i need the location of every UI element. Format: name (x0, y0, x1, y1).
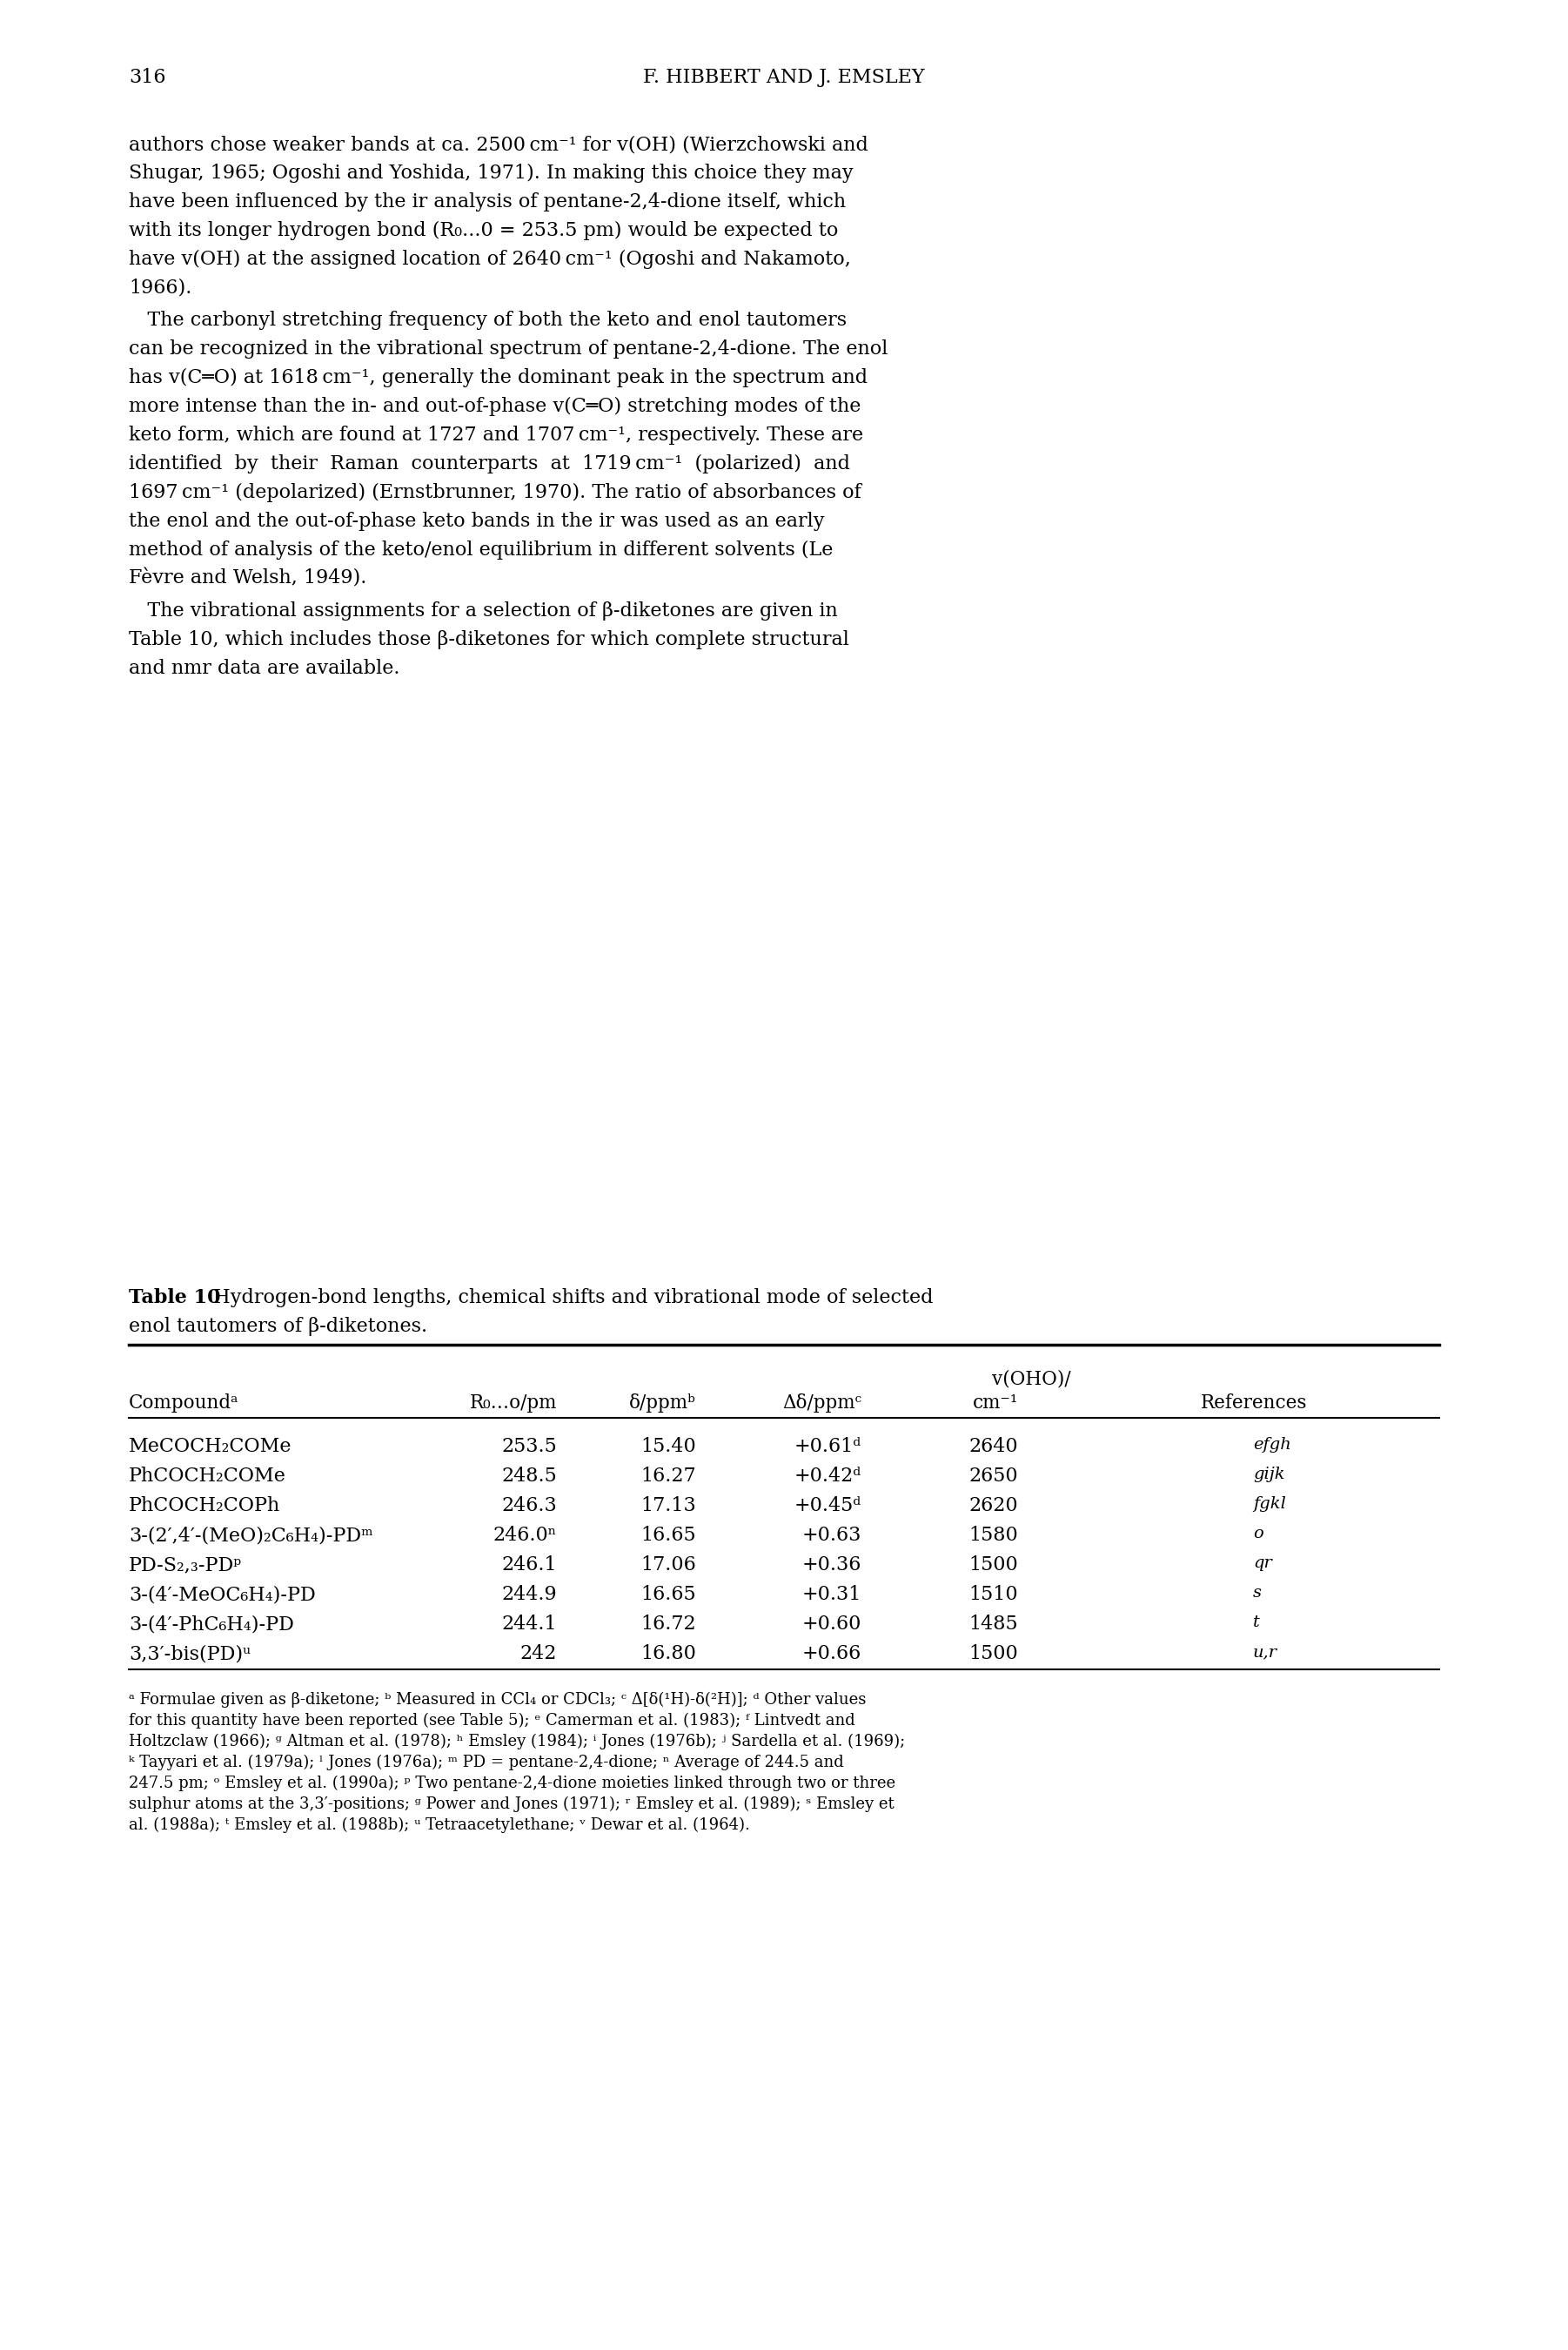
Text: +0.31: +0.31 (801, 1584, 861, 1605)
Text: δ/ppmᵇ: δ/ppmᵇ (629, 1394, 696, 1412)
Text: References: References (1201, 1394, 1308, 1412)
Text: Shugar, 1965; Ogoshi and Yoshida, 1971). In making this choice they may: Shugar, 1965; Ogoshi and Yoshida, 1971).… (129, 165, 853, 183)
Text: The carbonyl stretching frequency of both the keto and enol tautomers: The carbonyl stretching frequency of bot… (129, 310, 847, 329)
Text: al. (1988a); ᵗ Emsley et al. (1988b); ᵘ Tetraacetylethane; ᵛ Dewar et al. (1964): al. (1988a); ᵗ Emsley et al. (1988b); ᵘ … (129, 1817, 750, 1833)
Text: 244.1: 244.1 (502, 1614, 557, 1633)
Text: qr: qr (1253, 1556, 1272, 1572)
Text: 1697 cm⁻¹ (depolarized) (Ernstbrunner, 1970). The ratio of absorbances of: 1697 cm⁻¹ (depolarized) (Ernstbrunner, 1… (129, 484, 861, 503)
Text: t: t (1253, 1614, 1259, 1631)
Text: can be recognized in the vibrational spectrum of pentane-2,4-dione. The enol: can be recognized in the vibrational spe… (129, 338, 887, 360)
Text: R₀…o/pm: R₀…o/pm (469, 1394, 557, 1412)
Text: 1485: 1485 (969, 1614, 1018, 1633)
Text: 3-(4′-PhC₆H₄)-PD: 3-(4′-PhC₆H₄)-PD (129, 1614, 295, 1633)
Text: 16.80: 16.80 (641, 1645, 696, 1664)
Text: The vibrational assignments for a selection of β-diketones are given in: The vibrational assignments for a select… (129, 602, 837, 620)
Text: PhCOCH₂COPh: PhCOCH₂COPh (129, 1497, 281, 1516)
Text: Holtzclaw (1966); ᵍ Altman et al. (1978); ʰ Emsley (1984); ⁱ Jones (1976b); ʲ Sa: Holtzclaw (1966); ᵍ Altman et al. (1978)… (129, 1734, 905, 1751)
Text: with its longer hydrogen bond (R₀...0 = 253.5 pm) would be expected to: with its longer hydrogen bond (R₀...0 = … (129, 221, 839, 240)
Text: more intense than the in- and out-of-phase v(C═O) stretching modes of the: more intense than the in- and out-of-pha… (129, 397, 861, 416)
Text: 246.1: 246.1 (502, 1556, 557, 1574)
Text: v(OHO)/: v(OHO)/ (993, 1370, 1071, 1389)
Text: 17.06: 17.06 (641, 1556, 696, 1574)
Text: o: o (1253, 1525, 1264, 1542)
Text: Δδ/ppmᶜ: Δδ/ppmᶜ (782, 1394, 861, 1412)
Text: 253.5: 253.5 (502, 1436, 557, 1457)
Text: PhCOCH₂COMe: PhCOCH₂COMe (129, 1466, 287, 1485)
Text: ᵃ Formulae given as β-diketone; ᵇ Measured in CCl₄ or CDCl₃; ᶜ Δ[δ(¹H)-δ(²H)]; ᵈ: ᵃ Formulae given as β-diketone; ᵇ Measur… (129, 1692, 866, 1708)
Text: +0.66: +0.66 (803, 1645, 861, 1664)
Text: Fèvre and Welsh, 1949).: Fèvre and Welsh, 1949). (129, 569, 367, 588)
Text: 1500: 1500 (969, 1645, 1018, 1664)
Text: sulphur atoms at the 3,3′-positions; ᵍ Power and Jones (1971); ʳ Emsley et al. (: sulphur atoms at the 3,3′-positions; ᵍ P… (129, 1795, 894, 1812)
Text: Table 10, which includes those β-diketones for which complete structural: Table 10, which includes those β-diketon… (129, 630, 850, 649)
Text: 16.27: 16.27 (641, 1466, 696, 1485)
Text: has v(C═O) at 1618 cm⁻¹, generally the dominant peak in the spectrum and: has v(C═O) at 1618 cm⁻¹, generally the d… (129, 369, 867, 388)
Text: 16.65: 16.65 (641, 1584, 696, 1605)
Text: Table 10: Table 10 (129, 1288, 221, 1307)
Text: 248.5: 248.5 (502, 1466, 557, 1485)
Text: ᵏ Tayyari et al. (1979a); ˡ Jones (1976a); ᵐ PD = pentane-2,4-dione; ⁿ Average o: ᵏ Tayyari et al. (1979a); ˡ Jones (1976a… (129, 1755, 844, 1770)
Text: and nmr data are available.: and nmr data are available. (129, 658, 400, 679)
Text: F. HIBBERT AND J. EMSLEY: F. HIBBERT AND J. EMSLEY (643, 68, 925, 87)
Text: +0.42ᵈ: +0.42ᵈ (795, 1466, 861, 1485)
Text: 1966).: 1966). (129, 280, 191, 298)
Text: 1580: 1580 (969, 1525, 1018, 1544)
Text: 247.5 pm; ᵒ Emsley et al. (1990a); ᵖ Two pentane-2,4-dione moieties linked throu: 247.5 pm; ᵒ Emsley et al. (1990a); ᵖ Two… (129, 1777, 895, 1791)
Text: Hydrogen-bond lengths, chemical shifts and vibrational mode of selected: Hydrogen-bond lengths, chemical shifts a… (201, 1288, 933, 1307)
Text: 2640: 2640 (969, 1436, 1018, 1457)
Text: the enol and the out-of-phase keto bands in the ir was used as an early: the enol and the out-of-phase keto bands… (129, 512, 825, 531)
Text: 3,3′-bis(PD)ᵘ: 3,3′-bis(PD)ᵘ (129, 1645, 251, 1664)
Text: 16.72: 16.72 (641, 1614, 696, 1633)
Text: +0.61ᵈ: +0.61ᵈ (795, 1436, 861, 1457)
Text: authors chose weaker bands at ca. 2500 cm⁻¹ for v(OH) (Wierzchowski and: authors chose weaker bands at ca. 2500 c… (129, 134, 869, 155)
Text: fgkl: fgkl (1253, 1497, 1286, 1511)
Text: 246.3: 246.3 (502, 1497, 557, 1516)
Text: 3-(2′,4′-(MeO)₂C₆H₄)-PDᵐ: 3-(2′,4′-(MeO)₂C₆H₄)-PDᵐ (129, 1525, 373, 1544)
Text: 242: 242 (521, 1645, 557, 1664)
Text: 1500: 1500 (969, 1556, 1018, 1574)
Text: 3-(4′-MeOC₆H₄)-PD: 3-(4′-MeOC₆H₄)-PD (129, 1584, 315, 1605)
Text: have v(OH) at the assigned location of 2640 cm⁻¹ (Ogoshi and Nakamoto,: have v(OH) at the assigned location of 2… (129, 249, 851, 268)
Text: identified  by  their  Raman  counterparts  at  1719 cm⁻¹  (polarized)  and: identified by their Raman counterparts a… (129, 454, 850, 475)
Text: cm⁻¹: cm⁻¹ (972, 1394, 1018, 1412)
Text: 2650: 2650 (969, 1466, 1018, 1485)
Text: +0.36: +0.36 (801, 1556, 861, 1574)
Text: 16.65: 16.65 (641, 1525, 696, 1544)
Text: gijk: gijk (1253, 1466, 1284, 1483)
Text: 2620: 2620 (969, 1497, 1018, 1516)
Text: method of analysis of the keto/enol equilibrium in different solvents (Le: method of analysis of the keto/enol equi… (129, 540, 833, 559)
Text: s: s (1253, 1584, 1262, 1600)
Text: +0.60: +0.60 (801, 1614, 861, 1633)
Text: PD-S₂,₃-PDᵖ: PD-S₂,₃-PDᵖ (129, 1556, 241, 1574)
Text: 15.40: 15.40 (641, 1436, 696, 1457)
Text: enol tautomers of β-diketones.: enol tautomers of β-diketones. (129, 1316, 428, 1337)
Text: for this quantity have been reported (see Table 5); ᵉ Camerman et al. (1983); ᶠ : for this quantity have been reported (se… (129, 1713, 855, 1730)
Text: have been influenced by the ir analysis of pentane-2,4-dione itself, which: have been influenced by the ir analysis … (129, 193, 845, 212)
Text: 17.13: 17.13 (641, 1497, 696, 1516)
Text: efgh: efgh (1253, 1436, 1290, 1452)
Text: +0.63: +0.63 (801, 1525, 861, 1544)
Text: u,r: u,r (1253, 1645, 1278, 1659)
Text: 316: 316 (129, 68, 166, 87)
Text: Compoundᵃ: Compoundᵃ (129, 1394, 238, 1412)
Text: 244.9: 244.9 (502, 1584, 557, 1605)
Text: MeCOCH₂COMe: MeCOCH₂COMe (129, 1436, 292, 1457)
Text: +0.45ᵈ: +0.45ᵈ (795, 1497, 861, 1516)
Text: 246.0ⁿ: 246.0ⁿ (492, 1525, 557, 1544)
Text: 1510: 1510 (969, 1584, 1018, 1605)
Text: keto form, which are found at 1727 and 1707 cm⁻¹, respectively. These are: keto form, which are found at 1727 and 1… (129, 425, 864, 444)
